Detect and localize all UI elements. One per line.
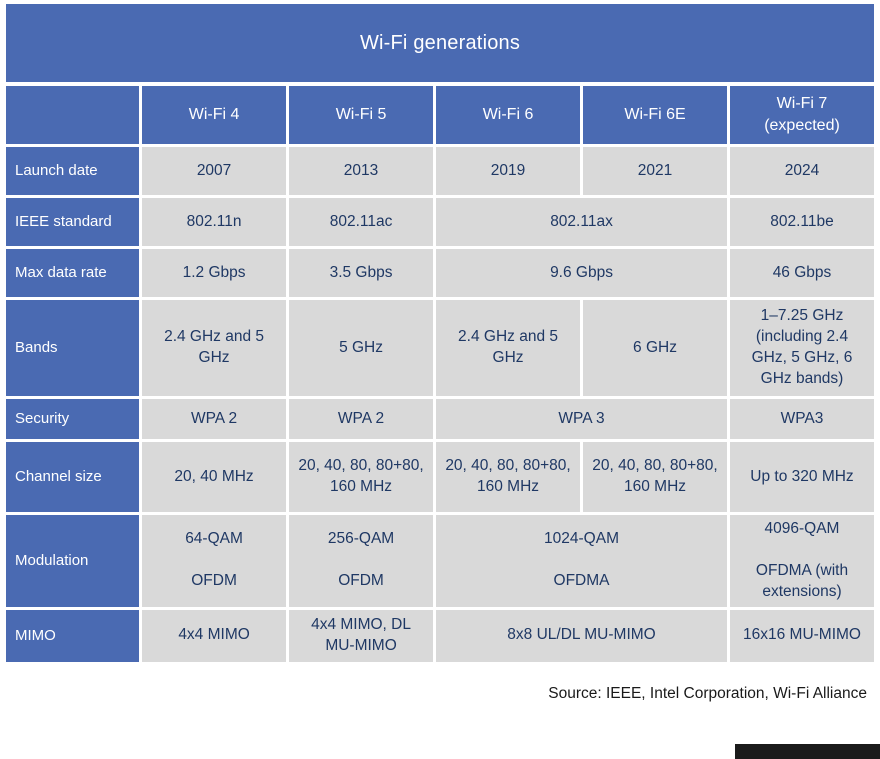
table-cell: 20, 40, 80, 80+80, 160 MHz (436, 442, 581, 512)
table-cell: 20, 40, 80, 80+80, 160 MHz (583, 442, 727, 512)
table-cell: 802.11n (142, 198, 287, 246)
wifi-generations-table: Wi-Fi 4 Wi-Fi 5 Wi-Fi 6 Wi-Fi 6E Wi-Fi 7 (ex… (3, 83, 877, 665)
column-header-row: Wi-Fi 4 Wi-Fi 5 Wi-Fi 6 Wi-Fi 6E Wi-Fi 7 (ex… (6, 86, 874, 144)
table-cell: 5 GHz (289, 300, 434, 396)
table-cell: WPA 2 (142, 399, 287, 439)
table-cell: 16x16 MU-MIMO (730, 609, 874, 662)
table-cell: 8x8 UL/DL MU-MIMO (436, 609, 727, 662)
table-cell: WPA 2 (289, 399, 434, 439)
table-cell: 2019 (436, 147, 581, 195)
table-row: MIMO 4x4 MIMO 4x4 MIMO, DL MU-MIMO 8x8 UL/D… (6, 609, 874, 662)
table-title: Wi-Fi generations (6, 4, 874, 82)
table-cell: 3.5 Gbps (289, 249, 434, 297)
table-cell: 46 Gbps (730, 249, 874, 297)
row-label: Channel size (6, 442, 140, 512)
table-cell: 1.2 Gbps (142, 249, 287, 297)
table-row: Security WPA 2 WPA 2 WPA 3 WPA3 (6, 399, 874, 439)
table-cell: 2.4 GHz and 5 GHz (436, 300, 581, 396)
table-cell: 9.6 Gbps (436, 249, 727, 297)
table-row: Channel size 20, 40 MHz 20, 40, 80, 80+80,… (6, 442, 874, 512)
column-header: Wi-Fi 6E (583, 86, 727, 144)
table-cell: WPA 3 (436, 399, 727, 439)
column-header: Wi-Fi 6 (436, 86, 581, 144)
table-row: Max data rate 1.2 Gbps 3.5 Gbps 9.6 Gbps 46 … (6, 249, 874, 297)
table-cell: 802.11ax (436, 198, 727, 246)
column-header: Wi-Fi 7 (expected) (730, 86, 874, 144)
row-label: Bands (6, 300, 140, 396)
table-cell: 2024 (730, 147, 874, 195)
table-cell: 64-QAM OFDM (142, 515, 287, 607)
table-cell: 4x4 MIMO, DL MU-MIMO (289, 609, 434, 662)
row-label: MIMO (6, 609, 140, 662)
row-label: IEEE standard (6, 198, 140, 246)
table-cell: 2007 (142, 147, 287, 195)
corner-cell (6, 86, 140, 144)
row-label: Launch date (6, 147, 140, 195)
column-header: Wi-Fi 5 (289, 86, 434, 144)
table-cell: WPA3 (730, 399, 874, 439)
table-cell: 20, 40 MHz (142, 442, 287, 512)
table-cell: 256-QAM OFDM (289, 515, 434, 607)
row-label: Modulation (6, 515, 140, 607)
table-cell: 2021 (583, 147, 727, 195)
table-cell: 2013 (289, 147, 434, 195)
source-attribution: Source: IEEE, Intel Corporation, Wi-Fi A… (548, 684, 867, 702)
table-row: IEEE standard 802.11n 802.11ac 802.11ax 802.… (6, 198, 874, 246)
table-cell: 802.11be (730, 198, 874, 246)
table-cell: 2.4 GHz and 5 GHz (142, 300, 287, 396)
table-cell: Up to 320 MHz (730, 442, 874, 512)
table-cell: 1024-QAM OFDMA (436, 515, 727, 607)
table-cell: 1–7.25 GHz (including 2.4 GHz, 5 GHz, 6 … (730, 300, 874, 396)
table-cell: 4x4 MIMO (142, 609, 287, 662)
table-cell: 4096-QAM OFDMA (with extensions) (730, 515, 874, 607)
table-cell: 802.11ac (289, 198, 434, 246)
table-row: Launch date 2007 2013 2019 2021 2024 (6, 147, 874, 195)
bottom-right-dark-strip (735, 744, 880, 759)
table-cell: 20, 40, 80, 80+80, 160 MHz (289, 442, 434, 512)
table-cell: 6 GHz (583, 300, 727, 396)
table-row: Modulation 64-QAM OFDM 256-QAM OFDM 1024-QA… (6, 515, 874, 607)
column-header: Wi-Fi 4 (142, 86, 287, 144)
row-label: Security (6, 399, 140, 439)
table-row: Bands 2.4 GHz and 5 GHz 5 GHz 2.4 GHz and 5… (6, 300, 874, 396)
row-label: Max data rate (6, 249, 140, 297)
